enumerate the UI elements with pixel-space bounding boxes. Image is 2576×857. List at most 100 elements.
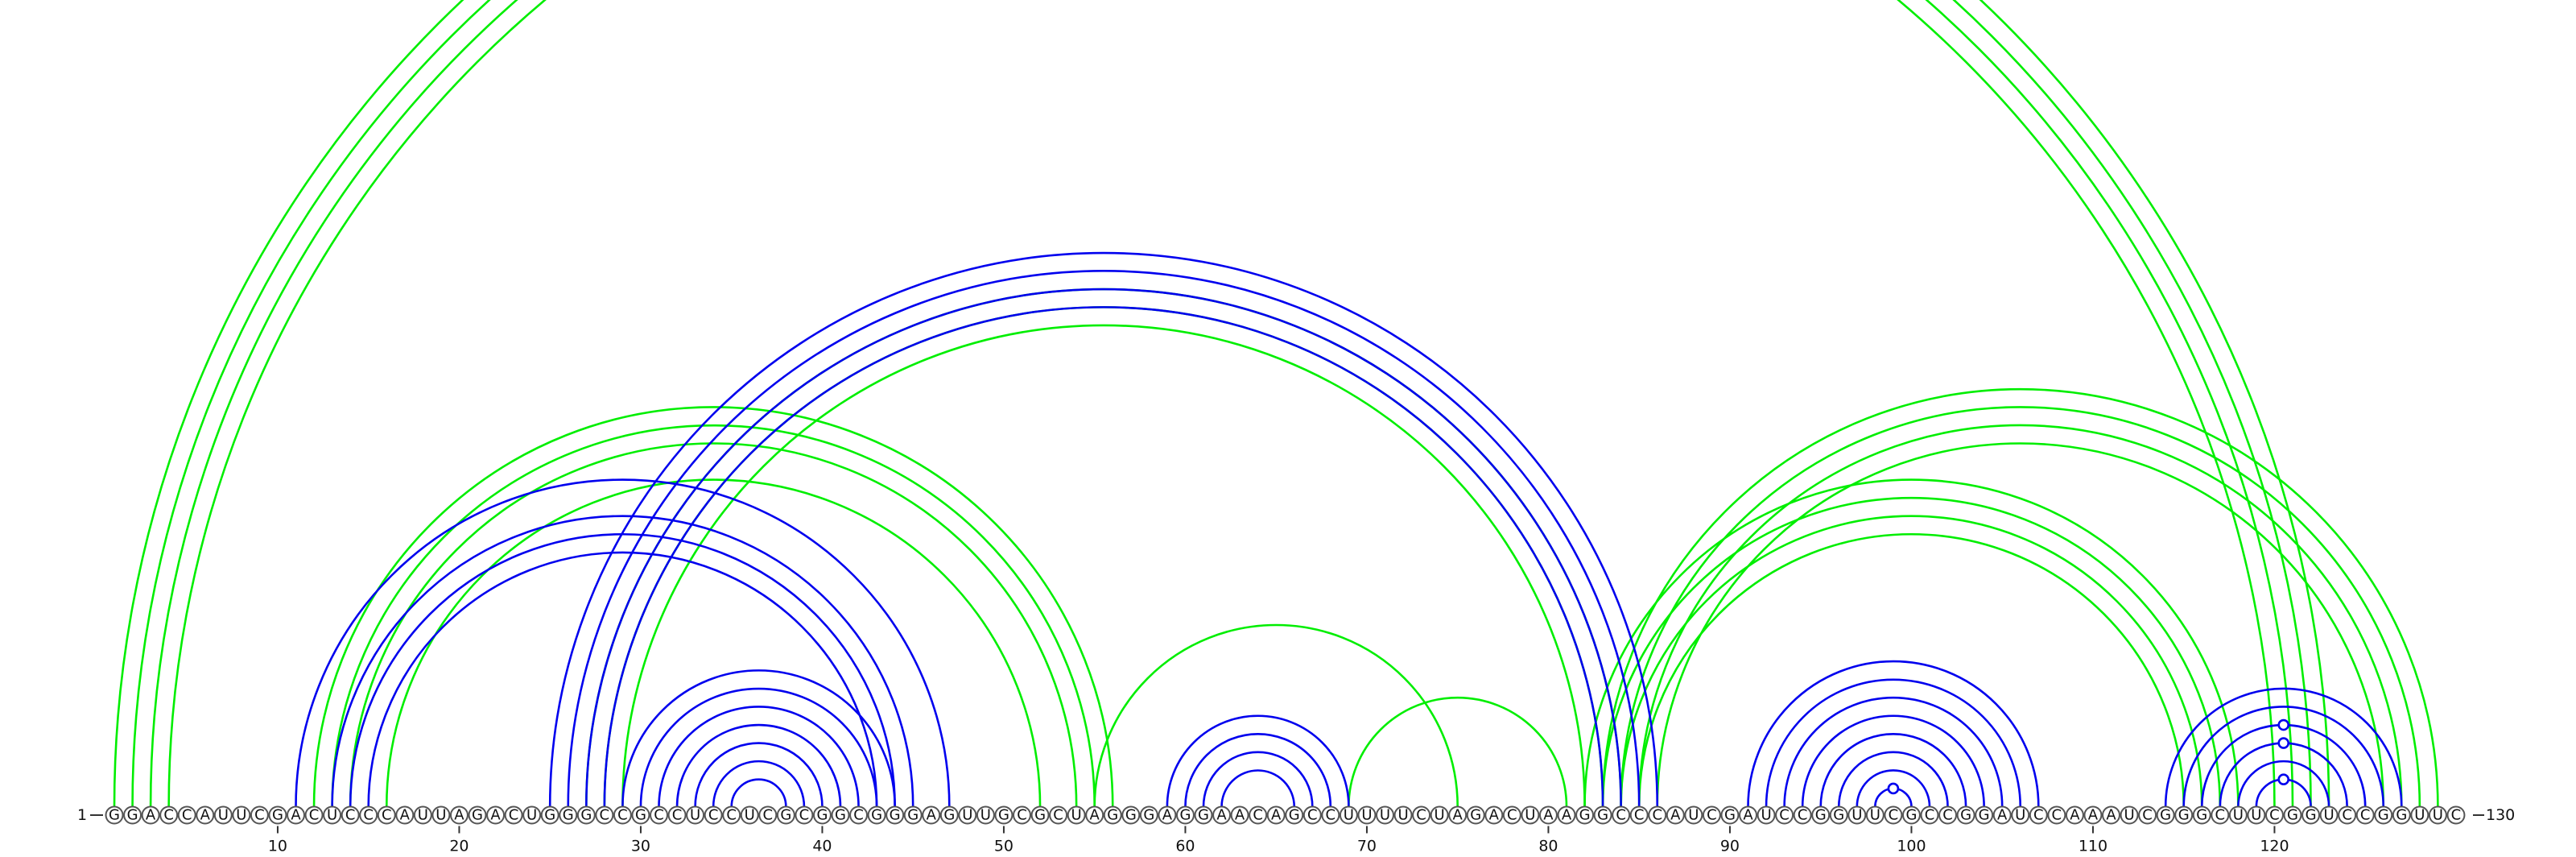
nucleotide-letter: U [2124,807,2134,824]
nucleotide-circle [1121,805,1141,825]
nucleotide-letter: G [871,807,882,824]
nucleotide-circle [758,805,778,825]
nucleotide: G [2283,805,2302,825]
nucleotide-circle [213,805,233,825]
nucleotide: G [1901,805,1921,825]
nucleotide-letter: C [254,807,265,824]
nucleotide-circle [540,805,559,825]
pair-marker-3 [2277,737,2290,749]
nucleotide: A [922,805,941,825]
blue-pair-arc-18 [1220,769,1296,807]
nucleotide: U [522,805,542,825]
tick-label: 90 [1720,838,1740,855]
nucleotide: G [268,805,287,825]
nucleotide-circle [1484,805,1504,825]
nucleotide: C [1920,805,1939,825]
tick-label: 30 [631,838,650,855]
nucleotide-letter: C [1507,807,1517,824]
nucleotide-circle [2319,805,2339,825]
green-pair-arc-3 [167,0,2276,807]
nucleotide: U [1067,805,1086,825]
nucleotide-letter: A [927,807,937,824]
nucleotide-letter: C [309,807,320,824]
nucleotide: G [2392,805,2411,825]
nucleotide-circle [1302,805,1322,825]
nucleotide-letter: A [1271,807,1282,824]
nucleotide: G [631,805,650,825]
nucleotide-letter: C [2342,807,2352,824]
nucleotide: G [576,805,596,825]
nucleotide-circle [1992,805,2012,825]
nucleotide-circle [323,805,342,825]
nucleotide-letter: U [2015,807,2025,824]
nucleotide-circle [2428,805,2447,825]
nucleotide-circle [2083,805,2103,825]
nucleotide-letter: G [1470,807,1481,824]
nucleotide: U [1376,805,1394,825]
nucleotide-letter: A [200,807,211,824]
nucleotide: U [2247,805,2266,825]
nucleotide-circle [1321,805,1340,825]
nucleotide: U [2011,805,2030,825]
nucleotide-letter: C [672,807,683,824]
nucleotide-letter: G [127,807,138,824]
nucleotide-letter: G [2196,807,2207,824]
nucleotide: A [1666,805,1685,825]
nucleotide-circle [2410,805,2429,825]
nucleotide: C [722,805,741,825]
nucleotide: U [431,805,451,825]
nucleotide-circle [650,805,668,825]
nucleotide-circle [359,805,378,825]
nucleotide-letter: G [835,807,846,824]
nucleotide: C [1648,805,1667,825]
nucleotide: C [2029,805,2048,825]
nucleotide: A [2065,805,2084,825]
nucleotide-letter: U [1344,807,1354,824]
blue-pair-arc-7 [603,306,1604,807]
nucleotide: G [1285,805,1304,825]
nucleotide: G [1121,805,1141,825]
nucleotide: U [1847,805,1867,825]
nucleotide: G [1030,805,1050,825]
nucleotide-circle [939,805,959,825]
nucleotide-letter: G [2306,807,2317,824]
nucleotide-circle [522,805,542,825]
blue-pair-arc-15 [1166,714,1350,807]
nucleotide-circle [1847,805,1867,825]
nucleotide: U [2120,805,2139,825]
nucleotide-letter: C [1326,807,1336,824]
nucleotide-letter: G [1960,807,1971,824]
nucleotide-circle [2192,805,2211,825]
nucleotide-letter: U [436,807,446,824]
nucleotide-circle [232,805,251,825]
nucleotide-letter: U [2414,807,2425,824]
nucleotide: C [595,805,614,825]
blue-pair-arc-31 [2237,760,2330,807]
nucleotide-letter: C [1652,807,1662,824]
nucleotide-letter: A [1743,807,1753,824]
nucleotide: C [359,805,378,825]
nucleotide-letter: G [2396,807,2407,824]
nucleotide-circle [1339,805,1358,825]
nucleotide-letter: C [1416,807,1426,824]
blue-pair-arc-17 [1202,751,1314,807]
tick-label: 100 [1897,838,1926,855]
nucleotide-letter: C [1707,807,1717,824]
nucleotide-circle [576,805,596,825]
nucleotide-circle [2102,805,2120,825]
sequence-backbone: 1 130 [77,806,2515,824]
nucleotide-letter: U [1380,807,1390,824]
nucleotide-circle [1412,805,1431,825]
nucleotide-circle [1376,805,1394,825]
nucleotide: U [1684,805,1703,825]
nucleotide-letter: G [998,807,1009,824]
pair-marker-1 [1887,782,1900,795]
nucleotide-letter: G [1597,807,1608,824]
nucleotide-letter: G [780,807,791,824]
blue-pair-arc-14 [730,778,787,807]
nucleotide-letter: C [799,807,810,824]
nucleotide-circle [1938,805,1958,825]
nucleotide-circle [1775,805,1794,825]
